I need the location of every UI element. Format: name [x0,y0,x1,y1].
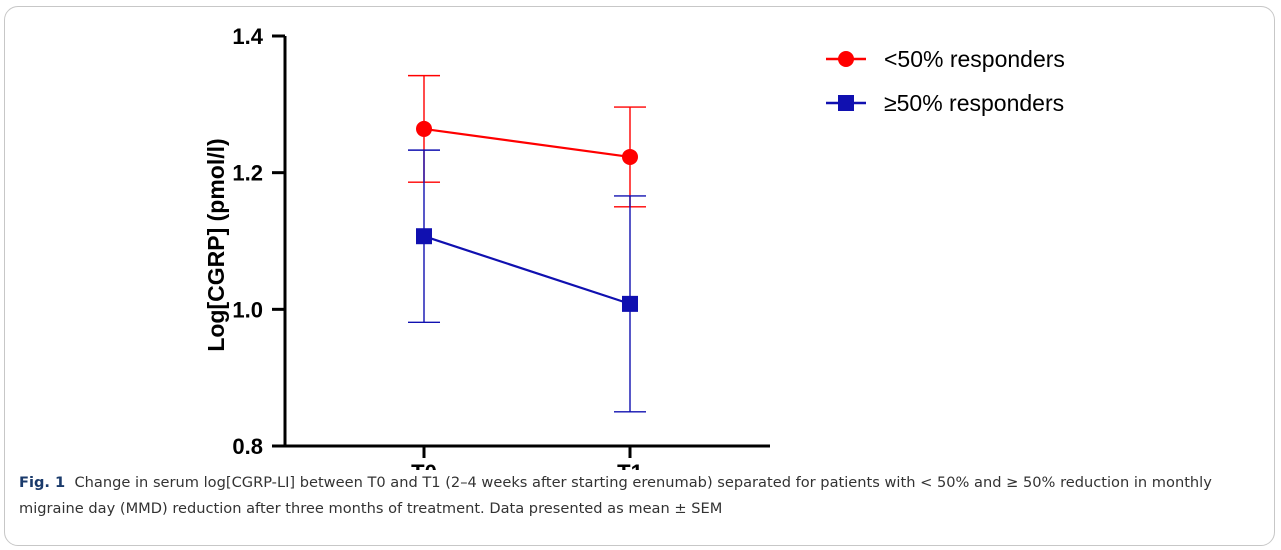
y-tick-label: 1.2 [232,161,263,186]
legend-item-2: ≥50% responders [826,90,1064,116]
x-tick-label: T0 [411,460,437,470]
y-tick-label: 1.4 [232,24,263,49]
data-point-circle [622,148,638,165]
data-point-square [416,228,432,245]
chart-legend: <50% responders ≥50% responders [826,46,1065,116]
figure-label: Fig. 1 [19,474,66,491]
caption-text: Change in serum log[CGRP-LI] between T0 … [19,474,1212,517]
legend-label: ≥50% responders [884,90,1064,116]
chart-axes: 0.8 1.0 1.2 1.4 T0 T1 Log[CGRP] (pmol/l) [203,24,770,470]
chart-series [408,74,646,413]
y-axis-title: Log[CGRP] (pmol/l) [203,138,229,351]
legend-marker [838,51,854,67]
series-line [423,235,631,305]
data-point-circle [416,120,432,137]
series-line [423,127,631,159]
y-tick-label: 0.8 [232,434,263,459]
legend-label: <50% responders [884,46,1065,72]
x-tick-label: T1 [617,460,643,470]
data-point-square [622,295,638,312]
series-1 [408,74,646,208]
figure-caption: Fig. 1 Change in serum log[CGRP-LI] betw… [19,470,1259,522]
series-2 [408,149,646,413]
y-tick-label: 1.0 [232,297,263,322]
legend-marker [838,95,854,111]
line-chart: 0.8 1.0 1.2 1.4 T0 T1 Log[CGRP] (pmol/l) <50% … [203,24,1065,470]
legend-item-1: <50% responders [826,46,1065,72]
figure-frame [4,6,1275,546]
